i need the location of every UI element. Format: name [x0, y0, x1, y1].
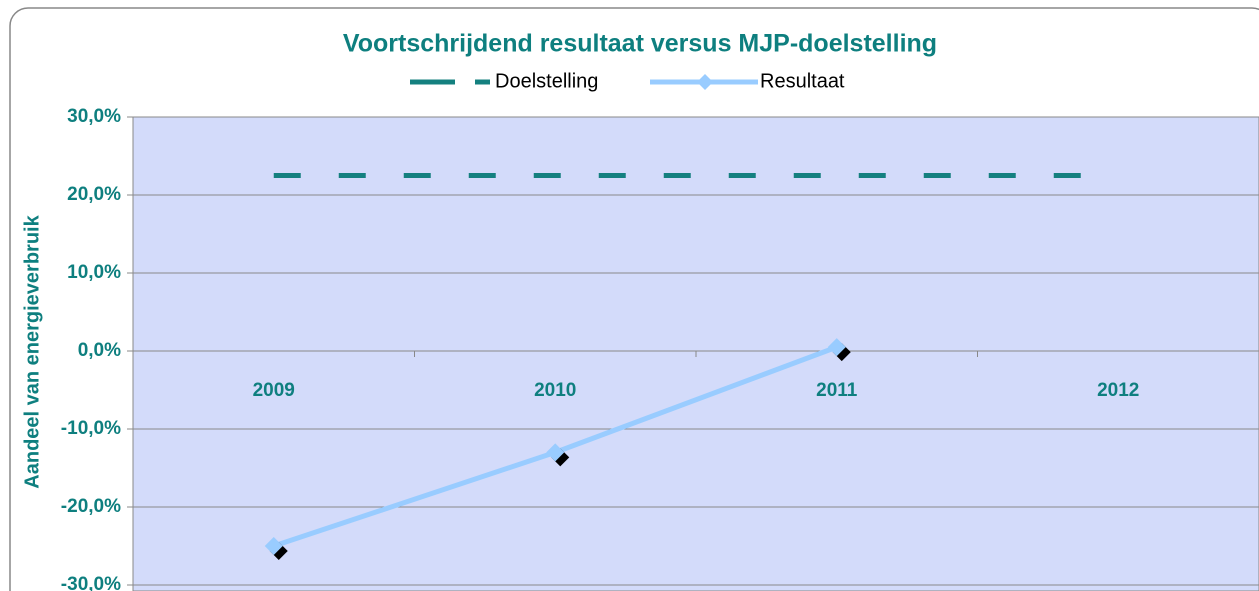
legend-item: Doelstelling	[410, 70, 598, 92]
legend-item: Resultaat	[650, 70, 845, 92]
legend-marker	[697, 74, 713, 90]
marker-shape	[827, 338, 846, 357]
y-tick-label: 0,0%	[78, 340, 121, 361]
marker-shape	[264, 537, 283, 555]
legend-label: Doelstelling	[495, 70, 598, 92]
x-tick-label: 2010	[534, 380, 576, 401]
marker	[546, 443, 570, 467]
y-axis-title: Aandeel van energieverbruik	[21, 214, 43, 488]
x-tick-label: 2009	[253, 380, 295, 401]
marker	[264, 537, 288, 560]
chart-title: Voortschrijdend resultaat versus MJP-doe…	[343, 30, 937, 58]
y-tick-label: -30,0%	[61, 574, 121, 591]
y-tick-label: -10,0%	[61, 418, 121, 439]
y-tick-label: 20,0%	[67, 184, 121, 205]
x-tick-label: 2012	[1097, 380, 1139, 401]
marker	[827, 338, 851, 362]
marker-shape	[546, 443, 565, 462]
y-tick-label: -20,0%	[61, 496, 121, 517]
x-tick-label: 2011	[816, 380, 858, 401]
y-tick-label: 10,0%	[67, 262, 121, 283]
y-tick-label: 30,0%	[67, 106, 121, 127]
legend-label: Resultaat	[760, 70, 845, 92]
